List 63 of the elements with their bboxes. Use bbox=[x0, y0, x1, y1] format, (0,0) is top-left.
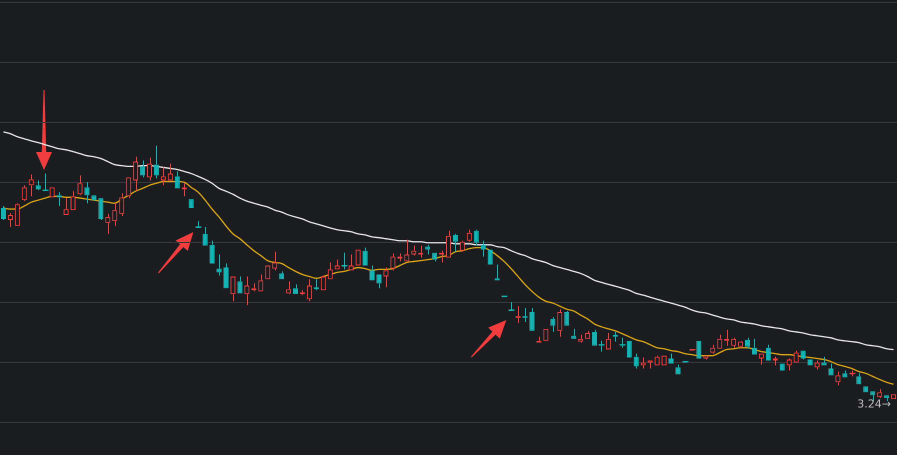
candlestick bbox=[668, 353, 674, 364]
candlestick bbox=[703, 356, 708, 360]
candlestick bbox=[446, 230, 452, 258]
candlestick bbox=[821, 356, 826, 366]
candlestick bbox=[612, 331, 618, 342]
candlestick bbox=[460, 240, 465, 252]
candlestick bbox=[564, 310, 570, 326]
candlestick bbox=[640, 356, 646, 369]
candlestick bbox=[146, 157, 152, 181]
candlestick bbox=[606, 332, 611, 350]
candlestick bbox=[22, 184, 27, 202]
candlestick bbox=[717, 334, 722, 349]
candlestick bbox=[654, 355, 660, 366]
candlestick bbox=[14, 202, 20, 226]
candlestick bbox=[362, 247, 368, 266]
candlestick bbox=[160, 166, 166, 186]
candlestick bbox=[634, 353, 639, 369]
candlestick bbox=[411, 245, 416, 256]
candlestick bbox=[36, 180, 41, 191]
candlestick bbox=[557, 308, 562, 338]
candlestick bbox=[334, 259, 340, 270]
candlestick bbox=[223, 262, 228, 288]
candlestick bbox=[425, 244, 430, 256]
candlestick bbox=[856, 372, 862, 384]
candlestick bbox=[328, 262, 333, 280]
candlestick bbox=[154, 145, 159, 179]
candlestick bbox=[119, 192, 124, 216]
candlestick bbox=[0, 206, 6, 221]
candlestick bbox=[133, 156, 138, 192]
candlestick bbox=[244, 276, 250, 306]
candlestick bbox=[230, 276, 236, 302]
candlestick bbox=[306, 278, 312, 302]
candlestick bbox=[550, 316, 556, 332]
candlestick bbox=[376, 274, 382, 289]
candlestick bbox=[842, 370, 848, 378]
candlestick bbox=[210, 240, 215, 264]
candlestick bbox=[474, 229, 479, 246]
candlestick bbox=[216, 254, 222, 276]
candlestick bbox=[98, 198, 104, 221]
candlestick bbox=[70, 190, 76, 210]
annotation: 3.24→ bbox=[857, 398, 891, 411]
candlestick bbox=[174, 171, 180, 188]
candlestick bbox=[77, 174, 82, 196]
candlestick bbox=[794, 350, 799, 363]
candlestick bbox=[390, 253, 396, 271]
candlestick bbox=[286, 280, 292, 295]
candlestick bbox=[348, 254, 354, 270]
candlestick bbox=[237, 276, 242, 294]
candlestick bbox=[370, 265, 375, 280]
candlestick bbox=[140, 160, 146, 178]
candlestick bbox=[202, 226, 208, 246]
candlestick bbox=[571, 328, 576, 339]
candlestick bbox=[314, 278, 319, 291]
candlestick bbox=[112, 202, 118, 226]
candlestick bbox=[320, 274, 326, 290]
candlestick bbox=[432, 252, 438, 262]
candlestick bbox=[529, 308, 534, 331]
candlestick bbox=[766, 344, 771, 361]
candlestick bbox=[279, 270, 284, 280]
candlestick bbox=[28, 174, 34, 197]
candlestick bbox=[258, 274, 264, 292]
candlestick bbox=[877, 388, 882, 399]
candlestick bbox=[800, 350, 806, 360]
